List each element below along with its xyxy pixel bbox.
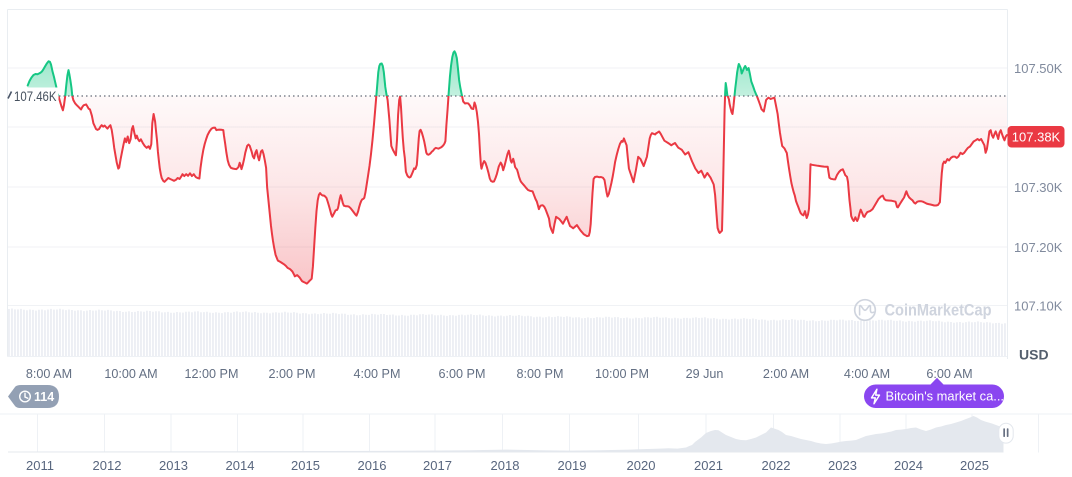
svg-text:107.20K: 107.20K [1014,240,1063,255]
svg-text:4:00 PM: 4:00 PM [354,367,401,381]
svg-text:2019: 2019 [558,458,587,473]
svg-text:2011: 2011 [26,458,54,473]
svg-text:10:00 PM: 10:00 PM [595,367,649,381]
svg-text:2013: 2013 [159,458,188,473]
svg-text:2014: 2014 [226,458,255,473]
svg-text:2:00 PM: 2:00 PM [269,367,316,381]
svg-text:2:00 AM: 2:00 AM [763,367,809,381]
svg-text:107.50K: 107.50K [1014,61,1063,76]
svg-text:6:00 AM: 6:00 AM [926,367,972,381]
svg-text:USD: USD [1019,347,1049,363]
svg-text:8:00 PM: 8:00 PM [517,367,564,381]
svg-text:2021: 2021 [694,458,723,473]
svg-text:107.38K: 107.38K [1012,129,1061,144]
svg-text:CoinMarketCap: CoinMarketCap [885,302,992,320]
svg-text:2022: 2022 [762,458,791,473]
svg-text:Bitcoin's market ca...: Bitcoin's market ca... [886,389,1005,404]
svg-text:2018: 2018 [491,458,520,473]
svg-text:107.10K: 107.10K [1014,299,1063,314]
svg-text:2016: 2016 [358,458,387,473]
svg-text:10:00 AM: 10:00 AM [104,367,157,381]
svg-text:2015: 2015 [291,458,320,473]
svg-text:4:00 AM: 4:00 AM [844,367,890,381]
svg-text:114: 114 [34,390,54,404]
svg-text:6:00 PM: 6:00 PM [439,367,486,381]
svg-text:107.46K: 107.46K [14,89,57,104]
svg-text:8:00 AM: 8:00 AM [26,367,72,381]
svg-text:2023: 2023 [828,458,857,473]
svg-text:2012: 2012 [93,458,122,473]
svg-text:107.30K: 107.30K [1014,180,1063,195]
svg-text:2024: 2024 [894,458,923,473]
svg-text:2025: 2025 [960,458,989,473]
svg-text:2020: 2020 [627,458,656,473]
svg-text:12:00 PM: 12:00 PM [185,367,239,381]
svg-text:29 Jun: 29 Jun [686,367,724,381]
svg-text:2017: 2017 [423,458,452,473]
